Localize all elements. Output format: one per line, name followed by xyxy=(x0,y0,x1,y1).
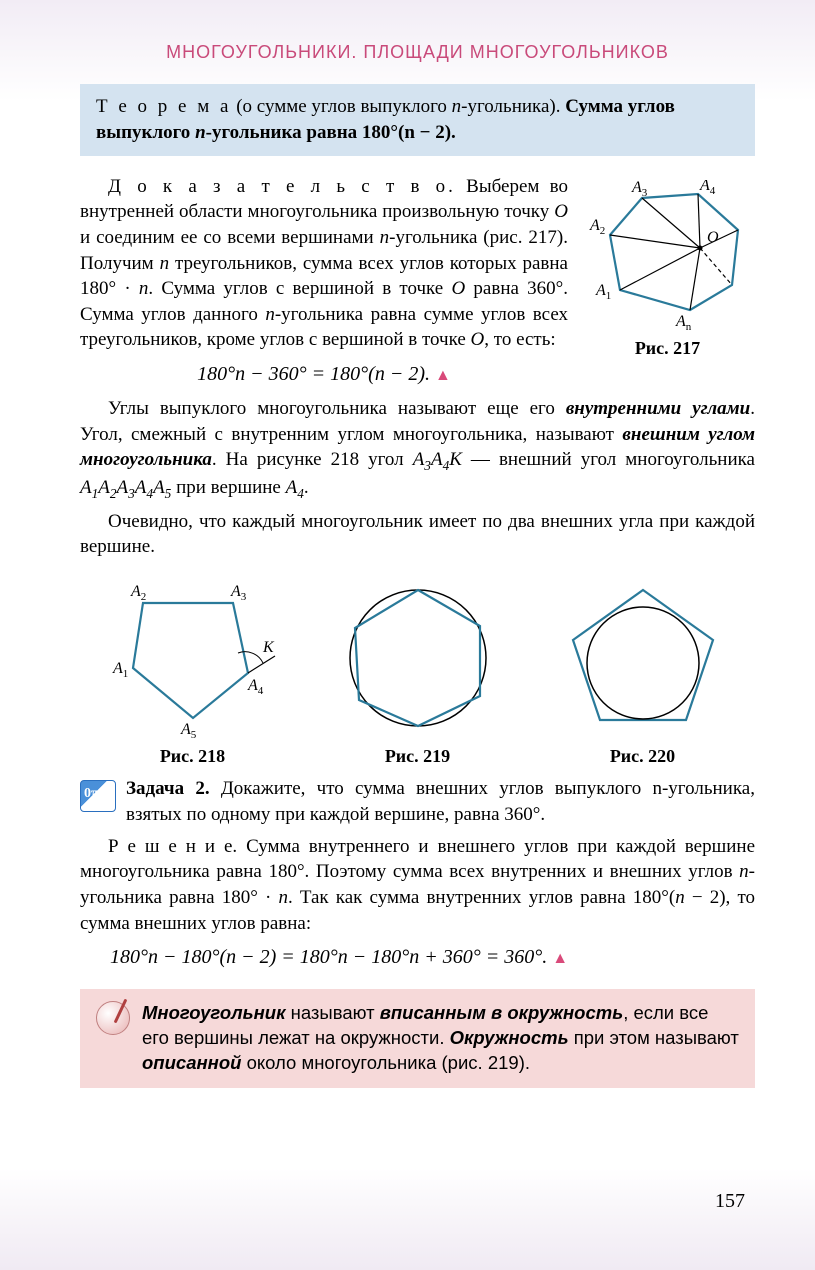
sol-n1: n xyxy=(739,861,749,882)
def-t5: Окружность xyxy=(450,1027,569,1048)
p2-m3: A4 xyxy=(286,477,304,498)
svg-text:A2: A2 xyxy=(130,583,146,603)
fig217-caption: Рис. 217 xyxy=(580,336,755,360)
def-t6: при этом называют xyxy=(569,1027,739,1048)
task2-text: Докажите, что сумма внешних углов выпукл… xyxy=(126,778,755,825)
figures-row: A1 A2 A3 A4 K A5 Рис. 218 Рис. 219 Рис. … xyxy=(80,578,755,768)
p2-t5: при вер­шине xyxy=(171,477,285,498)
proof-n2: n xyxy=(160,253,170,274)
task2-label: Задача 2. xyxy=(126,778,210,799)
def-t2: называют xyxy=(285,1002,379,1023)
solution-label: Р е ш е н и е. xyxy=(108,836,237,857)
svg-text:A4: A4 xyxy=(699,180,716,197)
svg-text:A3: A3 xyxy=(631,180,648,199)
theorem-title-2: -угольника). xyxy=(461,96,560,117)
proof-n4: n xyxy=(265,304,275,325)
def-t8: около многоугольника (рис. 219). xyxy=(241,1052,530,1073)
theorem-title-1: (о сумме углов выпуклого xyxy=(236,96,451,117)
p2-t6: . xyxy=(304,477,309,498)
qed-marker-2: ▲ xyxy=(552,950,568,967)
p2-i1: внутренними углами xyxy=(566,398,750,419)
solution: Р е ш е н и е. Сумма внутреннего и внешн… xyxy=(80,834,755,937)
p2-m2: A1A2A3A4A5 xyxy=(80,477,171,498)
p2-t4: — внешний угол многоугольника xyxy=(462,449,755,470)
chapter-header: МНОГОУГОЛЬНИКИ. ПЛОЩАДИ МНОГОУГОЛЬНИКОВ xyxy=(80,40,755,64)
theorem-stmt-post: -угольника равна 180°(n − 2). xyxy=(206,122,456,143)
qed-marker-1: ▲ xyxy=(435,367,451,384)
svg-text:K: K xyxy=(262,639,275,656)
theorem-box: Т е о р е м а (о сумме углов выпуклого n… xyxy=(80,84,755,155)
figure-220-svg xyxy=(558,578,728,738)
def-t7: описанной xyxy=(142,1052,241,1073)
figure-219-svg xyxy=(333,578,503,738)
def-t1: Многоугольник xyxy=(142,1002,285,1023)
proof-O1: O xyxy=(554,201,568,222)
definition-box: Многоугольник называют вписанным в окруж… xyxy=(80,989,755,1088)
proof-n3: n xyxy=(139,278,149,299)
svg-text:A5: A5 xyxy=(180,721,197,738)
figure-218: A1 A2 A3 A4 K A5 Рис. 218 xyxy=(80,578,305,768)
svg-text:A4: A4 xyxy=(247,677,264,697)
sol-t3: . Так как сумма внутренних углов равна 1… xyxy=(288,887,675,908)
formula1-text: 180°n − 360° = 180°(n − 2). xyxy=(197,363,430,385)
paragraph-two-external: Очевидно, что каждый многоугольник имеет… xyxy=(80,509,755,560)
figure-218-svg: A1 A2 A3 A4 K A5 xyxy=(103,578,283,738)
def-t3: вписанным в окружность xyxy=(380,1002,623,1023)
theorem-n1: n xyxy=(452,96,462,117)
paragraph-internal-angles: Углы выпуклого многоугольника назы­вают … xyxy=(80,396,755,503)
proof-t8: , то есть: xyxy=(484,329,555,350)
p2-t3: . На рисунке 218 угол xyxy=(212,449,413,470)
figure-220: Рис. 220 xyxy=(530,578,755,768)
theorem-n2: n xyxy=(195,122,206,143)
proof-label: Д о к а з а т е л ь с т в о. xyxy=(108,176,456,197)
sol-n3: n xyxy=(675,887,685,908)
page-number: 157 xyxy=(715,1188,745,1215)
figure-219: Рис. 219 xyxy=(305,578,530,768)
figure-217-svg: A1 A2 A3 A4 O An xyxy=(580,180,755,330)
svg-text:A1: A1 xyxy=(595,282,611,302)
proof-O3: O xyxy=(471,329,485,350)
svg-text:A2: A2 xyxy=(589,217,605,237)
task-2: Задача 2. Докажите, что сумма внешних уг… xyxy=(80,776,755,827)
fig219-caption: Рис. 219 xyxy=(305,744,530,768)
p2-t1: Углы выпуклого многоугольника назы­вают … xyxy=(108,398,566,419)
task-key-icon xyxy=(80,780,116,812)
figure-217: A1 A2 A3 A4 O An Рис. 217 xyxy=(580,180,755,360)
formula-2: 180°n − 180°(n − 2) = 180°n − 180°n + 36… xyxy=(80,944,755,971)
svg-text:A3: A3 xyxy=(230,583,247,603)
pencil-circle-icon xyxy=(96,1001,130,1035)
definition-text: Многоугольник называют вписанным в окруж… xyxy=(142,1001,739,1076)
proof-t5: . Сумма углов с вершиной в точке xyxy=(148,278,451,299)
fig218-caption: Рис. 218 xyxy=(80,744,305,768)
svg-text:An: An xyxy=(675,313,692,330)
formula2-text: 180°n − 180°(n − 2) = 180°n − 180°n + 36… xyxy=(110,946,547,968)
svg-text:A1: A1 xyxy=(112,660,128,680)
formula-1: 180°n − 360° = 180°(n − 2). ▲ xyxy=(80,361,755,388)
proof-n1: n xyxy=(380,227,390,248)
svg-text:O: O xyxy=(707,229,719,246)
proof-t2: и соединим ее со всеми вершинами xyxy=(80,227,380,248)
p2-m1: A3A4K xyxy=(413,449,462,470)
proof-O2: O xyxy=(451,278,465,299)
fig220-caption: Рис. 220 xyxy=(530,744,755,768)
theorem-label: Т е о р е м а xyxy=(96,96,231,117)
sol-n2: n xyxy=(278,887,288,908)
